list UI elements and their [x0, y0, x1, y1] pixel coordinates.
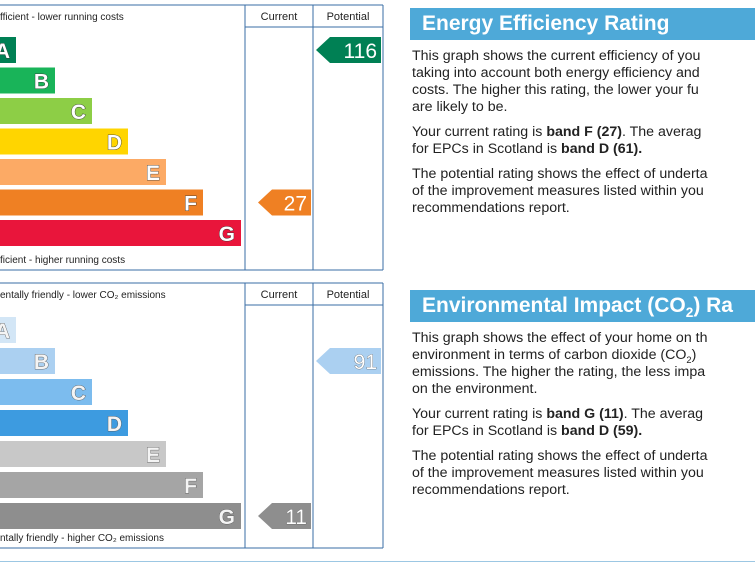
rating-band: [0, 410, 128, 436]
text: ): [691, 347, 697, 363]
band-letter: G: [219, 223, 235, 246]
header-label: fficient - lower running costs: [0, 12, 124, 23]
text: for EPCs in Scotland is: [412, 141, 562, 157]
text: . The averag: [623, 406, 703, 422]
text: for EPCs in Scotland is: [412, 423, 562, 439]
text-line: The potential rating shows the effect of…: [412, 448, 708, 464]
text-line: for EPCs in Scotland is band D (61).: [412, 141, 642, 158]
band-letter: B: [34, 351, 49, 374]
band-letter: C: [71, 382, 86, 405]
text-line: recommendations report.: [412, 482, 570, 498]
text-line: of the improvement measures listed withi…: [412, 183, 704, 199]
rating-band: [0, 159, 166, 185]
rating-band: [0, 348, 55, 374]
text: Your current rating is: [412, 406, 547, 422]
text-line: of the improvement measures listed withi…: [412, 465, 704, 481]
band-letter: F: [184, 193, 197, 216]
section-heading: Environmental Impact (CO2) Ra: [410, 290, 755, 322]
rating-band: [0, 441, 166, 467]
text: environment in terms of carbon dioxide (…: [412, 347, 687, 363]
divider: [0, 561, 755, 562]
section-heading: Energy Efficiency Rating: [410, 8, 755, 40]
text-line: costs. The higher this rating, the lower…: [412, 82, 699, 98]
rating-value: 11: [285, 506, 307, 529]
subscript: 2: [686, 354, 692, 365]
rating-value: 27: [284, 193, 307, 216]
band-letter: F: [184, 475, 197, 498]
text-line: environment in terms of carbon dioxide (…: [412, 347, 696, 369]
band-letter: A: [0, 320, 10, 343]
rating-charts: fficient - lower running costs ficient - …: [0, 4, 384, 549]
band-letter: A: [0, 40, 10, 63]
rating-band: [0, 472, 203, 498]
band-letter: D: [107, 132, 122, 155]
band-letter: E: [146, 444, 160, 467]
column-header: Potential: [327, 11, 370, 23]
text-line: taking into account both energy efficien…: [412, 65, 700, 81]
text-line: Your current rating is band F (27). The …: [412, 124, 701, 141]
bold-text: band F (27): [546, 124, 622, 140]
text-line: The potential rating shows the effect of…: [412, 166, 708, 182]
column-header: Potential: [327, 289, 370, 301]
footer-label: ficient - higher running costs: [0, 255, 125, 266]
text-line: on the environment.: [412, 381, 538, 397]
band-letter: E: [146, 162, 160, 185]
text: ) Ra: [693, 294, 733, 317]
text-line: are likely to be.: [412, 99, 508, 115]
column-header: Current: [261, 11, 298, 23]
bold-text: band D (59).: [561, 423, 643, 439]
rating-arrow: [316, 37, 381, 63]
rating-arrow: [316, 348, 381, 374]
text-line: Your current rating is band G (11). The …: [412, 406, 703, 423]
text: Your current rating is: [412, 124, 547, 140]
text-line: This graph shows the effect of your home…: [412, 330, 708, 346]
header-label: entally friendly - lower CO₂ emissions: [0, 290, 166, 301]
rating-band: [0, 220, 241, 246]
text: . The averag: [622, 124, 702, 140]
rating-arrow: [258, 503, 311, 529]
band-letter: G: [219, 506, 235, 529]
rating-value: 116: [344, 40, 377, 63]
band-letter: D: [107, 413, 122, 436]
column-header: Current: [261, 289, 298, 301]
rating-band: [0, 128, 128, 155]
rating-value: 91: [354, 351, 377, 374]
bold-text: band D (61).: [561, 141, 643, 157]
rating-band: [0, 37, 16, 63]
rating-band: [0, 503, 241, 529]
text-line: for EPCs in Scotland is band D (59).: [412, 423, 642, 440]
text: Environmental Impact (CO: [422, 294, 686, 317]
rating-band: [0, 317, 16, 343]
text-line: recommendations report.: [412, 200, 570, 216]
rating-band: [0, 189, 203, 216]
rating-arrow: [258, 189, 311, 216]
rating-band: [0, 67, 55, 94]
text-line: emissions. The higher the rating, the le…: [412, 364, 706, 380]
subscript: 2: [685, 305, 694, 321]
bold-text: band G (11): [546, 406, 624, 422]
text-line: This graph shows the current efficiency …: [412, 48, 701, 64]
rating-band: [0, 98, 92, 124]
band-letter: C: [71, 101, 86, 124]
band-letter: B: [34, 71, 49, 94]
rating-band: [0, 379, 92, 405]
footer-label: ntally friendly - higher CO₂ emissions: [0, 533, 164, 544]
